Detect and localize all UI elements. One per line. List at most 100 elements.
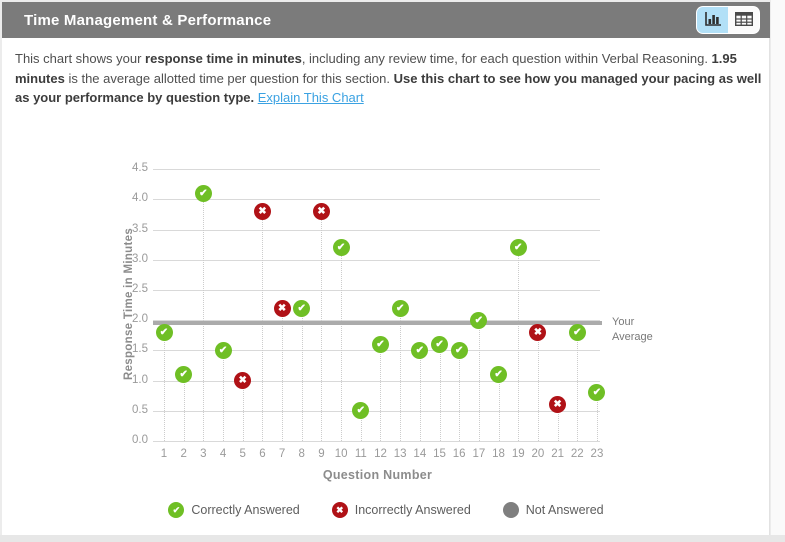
data-point-q14-correct[interactable]: ✔ [411,341,429,359]
data-point-q13-correct[interactable]: ✔ [391,299,409,317]
chart-view-button[interactable] [697,7,728,33]
y-gridline [153,229,600,231]
data-point-q1-correct[interactable]: ✔ [155,323,173,341]
x-tick-label: 22 [570,448,584,460]
average-line [153,321,602,326]
average-line-label: Your Average [612,316,653,344]
x-tick-label: 6 [259,448,266,460]
y-gridline [153,290,600,291]
x-tick-label: 4 [219,448,227,460]
data-point-q17-correct[interactable]: ✔ [470,311,488,329]
y-gridline [153,199,600,201]
bar-chart-icon [704,11,722,30]
chart-legend: ✔ Correctly Answered ✖ Incorrectly Answered… [2,502,770,518]
data-point-q22-correct[interactable]: ✔ [568,323,586,341]
point-leader-line [262,211,264,441]
legend-label: Incorrectly Answered [354,503,471,517]
data-point-q4-correct[interactable]: ✔ [214,341,232,359]
point-leader-line [301,308,303,441]
point-leader-line [478,320,480,441]
x-tick-label: 12 [374,448,387,460]
y-tick-label: 2.0 [132,313,148,326]
y-tick-label: 0.0 [132,434,148,446]
legend-label: Correctly Answered [191,503,300,517]
point-leader-line [360,410,362,441]
data-point-q7-incorrect[interactable]: ✖ [273,299,291,317]
x-tick-label: 18 [492,448,505,460]
x-tick-label: 9 [318,448,325,460]
point-leader-line [459,350,461,441]
data-point-q18-correct[interactable]: ✔ [490,366,508,384]
x-tick-label: 15 [433,448,446,460]
point-leader-line [203,193,205,441]
point-leader-line [242,380,244,441]
x-tick-label: 8 [298,448,305,460]
x-tick-label: 7 [278,448,286,460]
x-tick-label: 3 [200,448,207,460]
data-point-q9-incorrect[interactable]: ✖ [312,202,330,220]
data-point-q2-correct[interactable]: ✔ [175,366,193,384]
page-background-right [771,0,785,535]
x-tick-label: 5 [239,448,246,460]
table-view-button[interactable] [728,7,759,33]
data-point-q10-correct[interactable]: ✔ [332,239,350,257]
data-point-q15-correct[interactable]: ✔ [431,335,449,353]
x-tick-label: 13 [393,448,407,460]
x-tick-label: 23 [590,448,604,460]
legend-item-correct: ✔ Correctly Answered [168,502,300,518]
x-tick-label: 17 [472,448,486,460]
y-gridline [153,441,600,442]
y-tick-label: 4.5 [132,162,148,175]
data-point-q3-correct[interactable]: ✔ [194,184,212,202]
y-tick-label: 3.5 [132,222,148,235]
data-point-q11-correct[interactable]: ✔ [352,402,370,420]
y-tick-label: 1.5 [132,343,148,356]
point-leader-line [282,308,284,441]
time-management-panel: Time Management & Performance [2,2,770,535]
x-tick-label: 11 [354,448,367,460]
data-point-q16-correct[interactable]: ✔ [450,341,468,359]
table-icon [734,11,753,29]
point-leader-line [557,404,559,441]
point-leader-line [596,392,598,441]
pacing-chart: Response Time in Minutes Question Number… [2,2,770,535]
point-leader-line [380,344,382,441]
data-point-q8-correct[interactable]: ✔ [293,299,311,317]
data-point-q21-incorrect[interactable]: ✖ [549,396,567,414]
x-axis-title: Question Number [322,468,433,482]
y-axis-title: Response Time in Minutes [123,227,135,381]
data-point-q12-correct[interactable]: ✔ [371,335,389,353]
point-leader-line [341,247,343,441]
point-leader-line [518,247,520,441]
x-tick-label: 10 [334,448,348,460]
explain-this-chart-link[interactable]: Explain This Chart [257,90,364,105]
y-gridline [153,380,600,382]
legend-item-incorrect: ✖ Incorrectly Answered [331,502,471,518]
incorrect-marker-icon: ✖ [331,502,348,518]
point-leader-line [164,332,165,441]
y-tick-label: 0.5 [132,403,148,416]
point-leader-line [419,350,421,441]
data-point-q5-incorrect[interactable]: ✖ [234,372,252,390]
point-leader-line [183,374,185,441]
collapse-icon[interactable] [15,11,24,29]
point-leader-line [577,332,579,441]
legend-item-not_answered: Not Answered [502,502,604,518]
point-leader-line [498,374,500,441]
data-point-q6-incorrect[interactable]: ✖ [253,202,271,220]
y-tick-label: 3.0 [132,252,148,265]
x-tick-label: 16 [452,448,466,460]
x-tick-label: 14 [413,448,427,460]
y-tick-label: 2.5 [132,283,148,295]
chart-description: This chart shows your response time in m… [15,51,762,105]
data-point-q20-incorrect[interactable]: ✖ [529,323,547,341]
data-point-q19-correct[interactable]: ✔ [509,239,527,257]
y-tick-label: 4.0 [132,192,148,205]
point-leader-line [223,350,225,441]
data-point-q23-correct[interactable]: ✔ [588,384,606,402]
not_answered-marker-icon [502,502,519,518]
legend-label: Not Answered [525,503,604,517]
point-leader-line [537,332,539,441]
x-tick-label: 1 [160,448,168,460]
y-gridline [153,320,600,322]
